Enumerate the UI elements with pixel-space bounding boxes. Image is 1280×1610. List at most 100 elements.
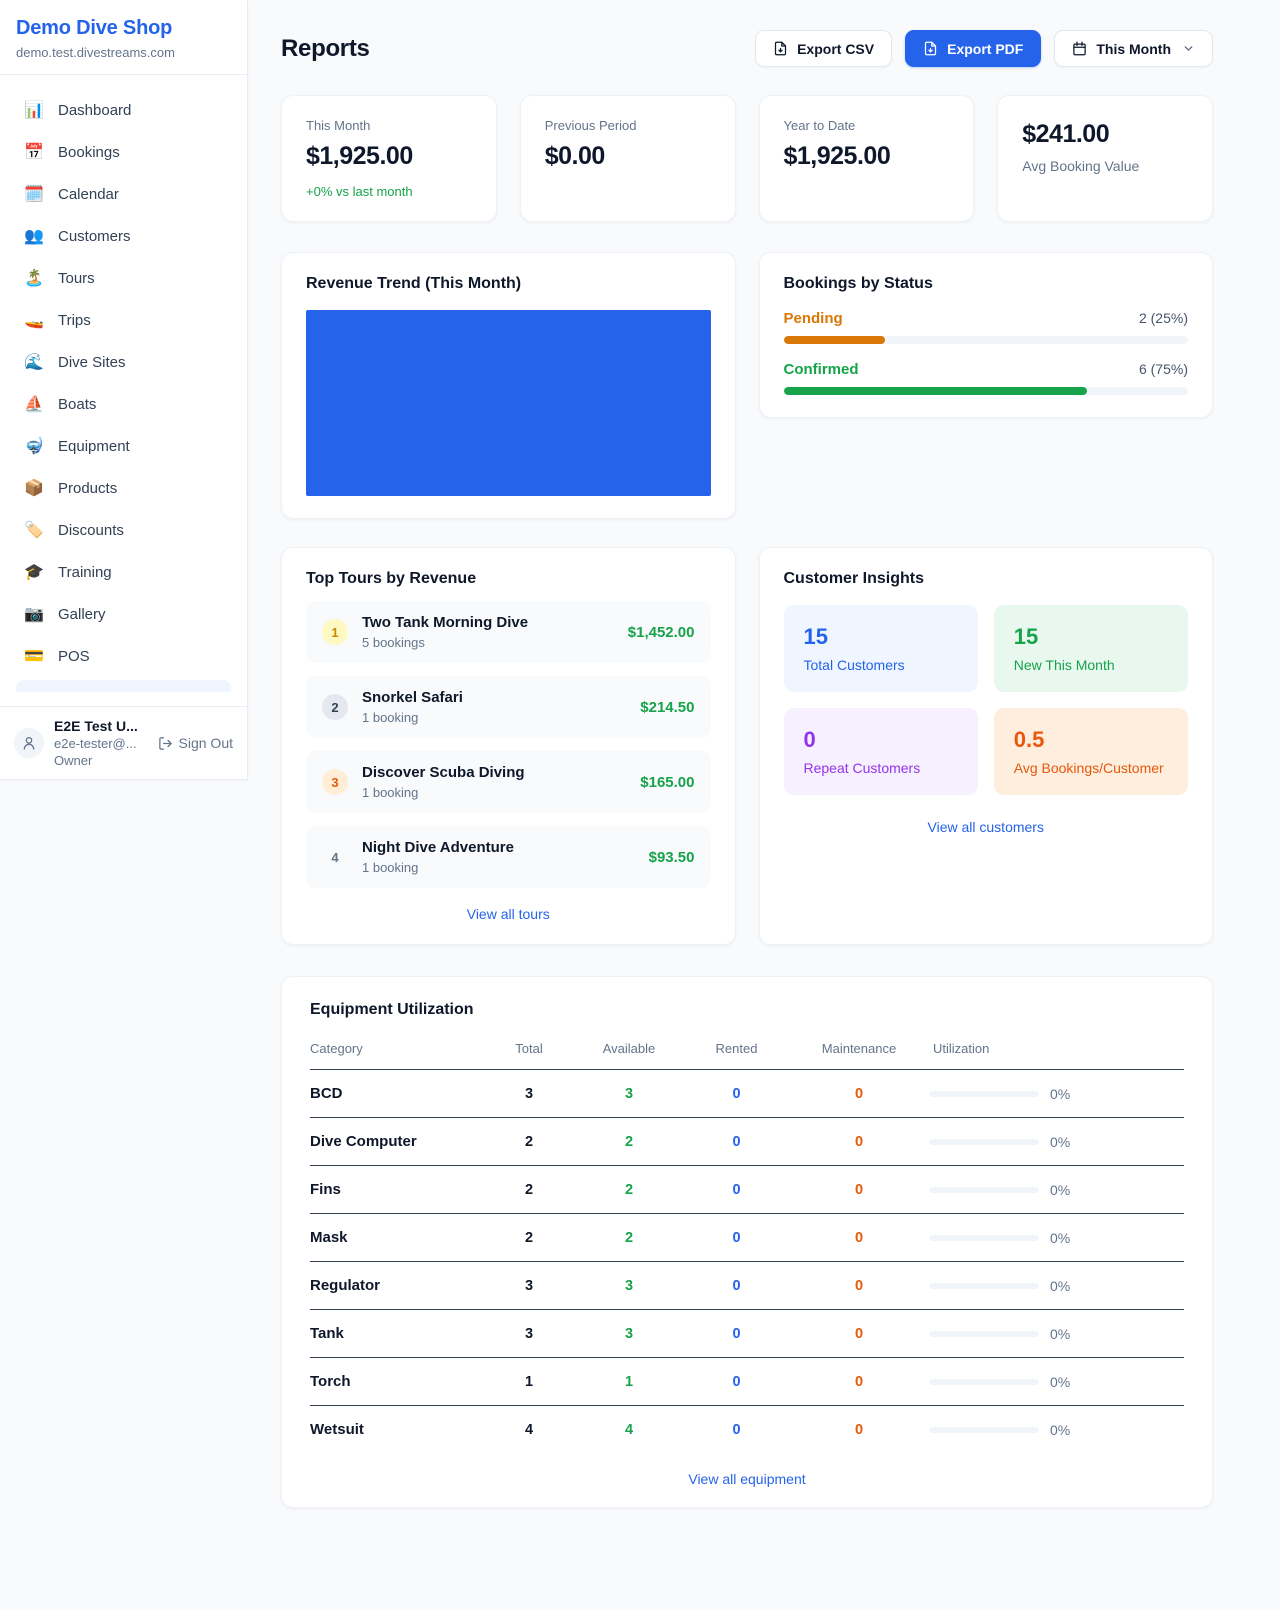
sidebar-item-dashboard[interactable]: 📊 Dashboard bbox=[12, 90, 235, 132]
sidebar-item-customers[interactable]: 👥 Customers bbox=[12, 216, 235, 258]
status-row-confirmed: Confirmed 6 (75%) bbox=[783, 361, 1188, 395]
shop-title[interactable]: Demo Dive Shop bbox=[16, 17, 173, 39]
sidebar-item-calendar[interactable]: 🗓️ Calendar bbox=[12, 174, 235, 216]
col-rented: Rented bbox=[715, 1041, 758, 1056]
sign-out-icon bbox=[158, 736, 172, 750]
customer-insights-title: Customer Insights bbox=[783, 570, 924, 587]
stat-label: Previous Period bbox=[544, 118, 637, 133]
sidebar-item-discounts[interactable]: 🏷️ Discounts bbox=[12, 510, 235, 552]
page-header: Reports Export CSV Export PDF This Month bbox=[281, 30, 1213, 67]
sidebar-item-bookings[interactable]: 📅 Bookings bbox=[12, 132, 235, 174]
sidebar-item-trips[interactable]: 🚤 Trips bbox=[12, 300, 235, 342]
user-role: Owner bbox=[54, 753, 93, 768]
stat-delta: +0% vs last month bbox=[306, 184, 413, 199]
period-dropdown[interactable]: This Month bbox=[1054, 30, 1213, 67]
tour-row: 2 Snorkel Safari 1 booking $214.50 bbox=[306, 676, 711, 738]
sidebar: Demo Dive Shop demo.test.divestreams.com… bbox=[0, 0, 248, 780]
export-pdf-button[interactable]: Export PDF bbox=[905, 30, 1042, 67]
tour-bookings: 1 booking bbox=[362, 785, 419, 800]
revenue-bar bbox=[306, 310, 711, 496]
stat-card-avg-booking-value: $241.00 Avg Booking Value bbox=[997, 95, 1213, 222]
insight-tiles: 15 Total Customers 15 New This Month 0 R… bbox=[783, 605, 1188, 795]
user-name: E2E Test U... bbox=[54, 718, 138, 734]
tour-name: Snorkel Safari bbox=[362, 689, 463, 706]
view-all-tours-link[interactable]: View all tours bbox=[466, 906, 550, 922]
customer-insights-card: Customer Insights 15 Total Customers 15 … bbox=[758, 547, 1213, 945]
shop-brand: Demo Dive Shop demo.test.divestreams.com bbox=[0, 0, 247, 75]
main-content: Reports Export CSV Export PDF This Month… bbox=[248, 0, 1280, 1548]
export-csv-button[interactable]: Export CSV bbox=[755, 30, 893, 67]
shop-domain: demo.test.divestreams.com bbox=[16, 45, 175, 60]
view-all-equipment-link[interactable]: View all equipment bbox=[688, 1471, 806, 1487]
tile-new-this-month: 15 New This Month bbox=[993, 605, 1188, 692]
tour-row: 1 Two Tank Morning Dive 5 bookings $1,45… bbox=[306, 601, 711, 663]
tour-revenue: $93.50 bbox=[648, 848, 695, 866]
bookings-by-status-card: Bookings by Status Pending 2 (25%) Confi… bbox=[758, 252, 1213, 418]
stat-label: This Month bbox=[306, 118, 371, 133]
tour-bookings: 1 booking bbox=[362, 710, 419, 725]
sidebar-item-reports-selected[interactable] bbox=[16, 680, 231, 692]
col-utilization: Utilization bbox=[933, 1041, 990, 1056]
equipment-table: Category Total Available Rented Maintena… bbox=[310, 1033, 1184, 1453]
sidebar-item-dive-sites[interactable]: 🌊 Dive Sites bbox=[12, 342, 235, 384]
tile-repeat-customers: 0 Repeat Customers bbox=[783, 708, 978, 795]
sidebar-item-equipment[interactable]: 🤿 Equipment bbox=[12, 426, 235, 468]
sidebar-item-pos[interactable]: 💳 POS bbox=[12, 636, 235, 678]
calendar-date-icon: 📅 bbox=[24, 144, 44, 161]
diving-mask-icon: 🤿 bbox=[24, 438, 44, 455]
top-tours-card: Top Tours by Revenue 1 Two Tank Morning … bbox=[281, 547, 736, 945]
col-total: Total bbox=[515, 1041, 543, 1056]
utilization-track bbox=[929, 1426, 1039, 1433]
tile-label: Repeat Customers bbox=[803, 760, 921, 776]
speedboat-icon: 🚤 bbox=[24, 312, 44, 329]
tile-avg-bookings-customer: 0.5 Avg Bookings/Customer bbox=[993, 708, 1188, 795]
table-row: BCD 3 3 0 0 0% bbox=[310, 1069, 1184, 1118]
utilization-track bbox=[929, 1378, 1039, 1385]
avatar bbox=[14, 728, 44, 758]
col-maintenance: Maintenance bbox=[821, 1041, 897, 1056]
file-download-icon bbox=[924, 41, 937, 56]
tour-name: Discover Scuba Diving bbox=[362, 764, 525, 781]
tile-value: 15 bbox=[1013, 624, 1039, 649]
spiral-calendar-icon: 🗓️ bbox=[24, 186, 44, 203]
graduation-cap-icon: 🎓 bbox=[24, 564, 44, 581]
utilization-track bbox=[929, 1330, 1039, 1337]
table-row: Regulator 3 3 0 0 0% bbox=[310, 1261, 1184, 1310]
col-available: Available bbox=[602, 1041, 656, 1056]
utilization-track bbox=[929, 1090, 1039, 1097]
col-category: Category bbox=[310, 1041, 363, 1056]
revenue-trend-card: Revenue Trend (This Month) bbox=[281, 252, 736, 519]
tile-total-customers: 15 Total Customers bbox=[783, 605, 978, 692]
table-row: Tank 3 3 0 0 0% bbox=[310, 1309, 1184, 1358]
stat-value: $1,925.00 bbox=[306, 142, 413, 170]
sailboat-icon: ⛵ bbox=[24, 396, 44, 413]
progress-fill bbox=[783, 336, 885, 344]
tile-label: New This Month bbox=[1013, 657, 1115, 673]
stat-value: $0.00 bbox=[544, 142, 606, 170]
rank-badge: 1 bbox=[322, 619, 348, 645]
sidebar-user-footer: E2E Test U... e2e-tester@... Owner Sign … bbox=[0, 706, 247, 779]
view-all-customers-link[interactable]: View all customers bbox=[927, 819, 1044, 835]
stat-card-year-to-date: Year to Date $1,925.00 bbox=[758, 95, 975, 222]
file-download-icon bbox=[774, 41, 787, 56]
stat-label: Year to Date bbox=[783, 118, 856, 133]
people-icon: 👥 bbox=[24, 228, 44, 245]
sidebar-item-products[interactable]: 📦 Products bbox=[12, 468, 235, 510]
user-info: E2E Test U... e2e-tester@... Owner bbox=[54, 718, 148, 768]
sidebar-item-boats[interactable]: ⛵ Boats bbox=[12, 384, 235, 426]
rank-badge: 2 bbox=[322, 694, 348, 720]
tour-name: Night Dive Adventure bbox=[362, 839, 514, 856]
sign-out-button[interactable]: Sign Out bbox=[158, 735, 233, 751]
bar-chart-icon: 📊 bbox=[24, 102, 44, 119]
status-label: Pending bbox=[783, 310, 843, 327]
progress-track bbox=[783, 336, 1188, 344]
bookings-by-status-title: Bookings by Status bbox=[783, 275, 933, 292]
status-label: Confirmed bbox=[783, 361, 859, 378]
camera-icon: 📷 bbox=[24, 606, 44, 623]
tour-bookings: 1 booking bbox=[362, 860, 419, 875]
sidebar-item-training[interactable]: 🎓 Training bbox=[12, 552, 235, 594]
credit-card-icon: 💳 bbox=[24, 648, 44, 665]
sidebar-item-gallery[interactable]: 📷 Gallery bbox=[12, 594, 235, 636]
stat-label: Avg Booking Value bbox=[1022, 158, 1140, 174]
sidebar-item-tours[interactable]: 🏝️ Tours bbox=[12, 258, 235, 300]
